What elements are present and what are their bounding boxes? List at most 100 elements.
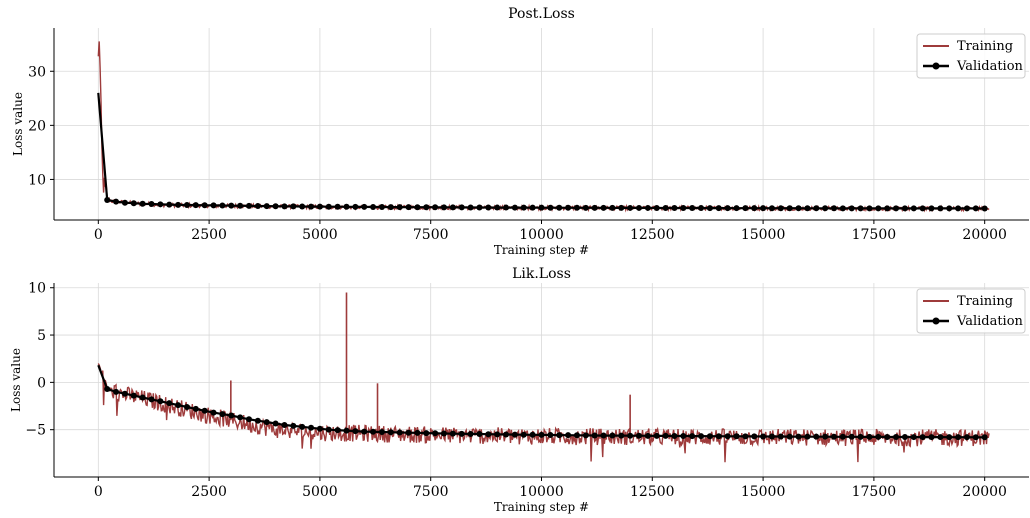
validation-point <box>680 205 687 212</box>
x-tick-label: 7500 <box>413 484 449 500</box>
validation-point <box>547 204 554 211</box>
chart-title: Lik.Loss <box>512 266 571 282</box>
validation-point <box>627 204 634 211</box>
validation-point <box>246 416 252 423</box>
x-tick-label: 15000 <box>741 227 786 243</box>
x-tick-label: 17500 <box>852 227 897 243</box>
validation-point <box>387 204 394 211</box>
validation-point <box>928 434 935 441</box>
validation-point <box>254 202 261 209</box>
validation-point <box>520 431 527 438</box>
validation-point <box>139 200 146 207</box>
validation-point <box>467 204 474 211</box>
x-tick-label: 10000 <box>519 484 564 500</box>
validation-point <box>706 433 713 440</box>
validation-point <box>698 433 705 440</box>
validation-point <box>175 201 182 208</box>
validation-point <box>777 433 784 440</box>
validation-point <box>458 204 465 211</box>
validation-point <box>866 433 873 440</box>
validation-point <box>618 204 625 211</box>
validation-point <box>963 205 970 212</box>
validation-point <box>308 203 315 210</box>
validation-point <box>618 432 625 439</box>
validation-point <box>237 414 244 421</box>
validation-point <box>263 419 270 426</box>
validation-point <box>503 204 510 211</box>
y-tick-label: 20 <box>28 118 46 134</box>
x-tick-label: 7500 <box>413 227 449 243</box>
x-axis-label: Training step # <box>494 500 589 514</box>
validation-point <box>414 204 421 211</box>
validation-point <box>405 204 412 211</box>
validation-point <box>813 433 820 440</box>
plot-area <box>97 292 990 463</box>
validation-point <box>822 205 829 212</box>
validation-point <box>520 204 527 211</box>
validation-point <box>299 203 306 210</box>
validation-point <box>361 428 368 435</box>
validation-point <box>405 429 412 436</box>
validation-point <box>432 430 439 437</box>
validation-point <box>609 204 616 211</box>
validation-point <box>893 205 900 212</box>
validation-point <box>760 205 767 212</box>
legend: Training Validation <box>916 33 1026 79</box>
validation-point <box>848 433 855 440</box>
validation-point <box>937 434 944 441</box>
validation-point <box>449 204 456 211</box>
validation-point <box>325 203 332 210</box>
validation-point <box>839 433 846 440</box>
plot-area <box>97 41 990 213</box>
training-line <box>97 41 990 213</box>
validation-point <box>600 204 607 211</box>
x-tick-label: 2500 <box>191 484 227 500</box>
validation-point <box>972 434 979 441</box>
validation-point <box>113 388 120 395</box>
validation-point <box>671 204 678 211</box>
validation-point <box>387 429 394 436</box>
validation-point <box>910 434 917 441</box>
validation-point <box>565 432 572 439</box>
validation-point <box>121 199 128 206</box>
validation-point <box>884 205 891 212</box>
validation-point <box>441 204 447 211</box>
validation-point <box>857 433 864 440</box>
validation-point <box>201 407 208 414</box>
x-tick-label: 12500 <box>630 227 675 243</box>
validation-point <box>724 433 731 440</box>
validation-point <box>910 205 917 212</box>
validation-point <box>148 396 155 403</box>
validation-point <box>893 433 900 440</box>
validation-point <box>733 205 740 212</box>
validation-point <box>343 427 350 434</box>
validation-point <box>263 203 270 210</box>
chart-panel-2: 0 2500 5000 7500 10000 12500 15000 17500 20000 −5… <box>9 266 1029 514</box>
validation-point <box>361 203 368 210</box>
validation-point <box>689 433 696 440</box>
validation-point <box>148 201 155 208</box>
x-axis-label: Training step # <box>494 243 589 257</box>
validation-point <box>441 430 447 437</box>
validation-point <box>219 411 226 418</box>
validation-point <box>591 432 598 439</box>
validation-point <box>804 433 811 440</box>
validation-point <box>476 431 483 438</box>
validation-point <box>511 204 518 211</box>
validation-point <box>901 205 908 212</box>
validation-point <box>130 392 137 399</box>
validation-point <box>104 385 111 392</box>
validation-point <box>183 403 190 410</box>
validation-point <box>600 432 607 439</box>
legend-training-label: Training <box>957 39 1013 54</box>
y-tick-label: 10 <box>28 172 46 188</box>
validation-point <box>715 433 722 440</box>
validation-point <box>511 431 518 438</box>
validation-point <box>565 204 572 211</box>
validation-point <box>538 204 545 211</box>
validation-point <box>556 204 563 211</box>
validation-point <box>352 203 359 210</box>
x-tick-label: 15000 <box>741 484 786 500</box>
validation-point <box>768 433 775 440</box>
legend-validation-label: Validation <box>956 59 1024 74</box>
